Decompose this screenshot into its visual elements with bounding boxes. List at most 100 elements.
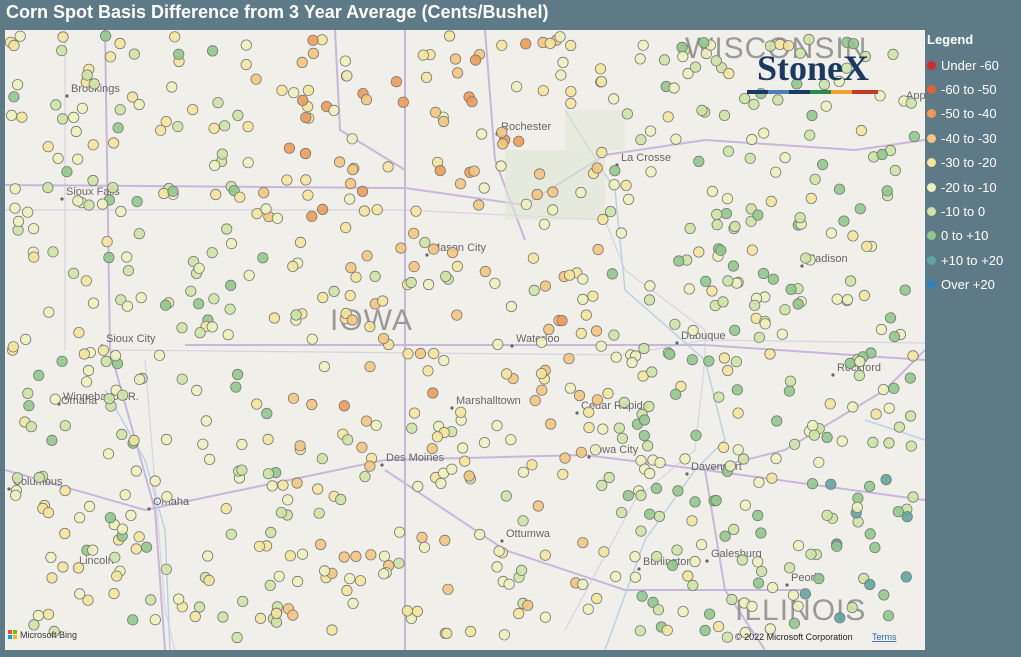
site-marker xyxy=(173,48,185,60)
site-marker xyxy=(288,87,300,99)
site-marker xyxy=(858,289,871,302)
site-marker xyxy=(838,215,850,227)
site-marker xyxy=(463,470,475,482)
site-marker xyxy=(382,161,394,173)
site-marker xyxy=(250,73,262,85)
site-marker xyxy=(345,262,357,274)
site-marker xyxy=(635,489,647,501)
site-marker xyxy=(643,294,656,306)
site-marker xyxy=(794,47,806,59)
site-marker xyxy=(722,364,734,377)
site-marker xyxy=(727,260,740,272)
site-marker xyxy=(503,578,515,590)
city-marker xyxy=(450,406,454,410)
site-marker xyxy=(496,39,508,51)
site-marker xyxy=(690,429,702,441)
site-marker xyxy=(813,456,825,468)
site-marker xyxy=(771,415,783,427)
site-marker xyxy=(49,393,61,405)
site-marker xyxy=(112,122,124,134)
legend-swatch xyxy=(927,109,936,119)
site-marker xyxy=(206,247,218,259)
site-marker xyxy=(852,516,864,528)
site-marker xyxy=(682,570,694,582)
site-marker xyxy=(209,159,221,171)
legend-item: Over +20 xyxy=(927,273,1021,297)
site-marker xyxy=(782,40,795,52)
site-marker xyxy=(25,421,37,433)
site-marker xyxy=(328,285,340,297)
site-marker xyxy=(825,478,837,490)
site-marker xyxy=(149,614,161,626)
site-marker xyxy=(87,174,99,187)
site-marker xyxy=(72,153,84,165)
site-marker xyxy=(251,398,263,410)
site-marker xyxy=(629,571,642,583)
site-marker xyxy=(770,452,782,465)
site-marker xyxy=(428,347,440,360)
site-marker xyxy=(539,280,552,292)
site-marker xyxy=(133,531,145,543)
site-marker xyxy=(364,361,376,373)
site-marker xyxy=(364,460,376,472)
site-marker xyxy=(468,165,480,177)
site-marker xyxy=(635,525,647,537)
site-marker xyxy=(81,69,93,81)
city-label: Iowa City xyxy=(593,444,639,456)
terms-link[interactable]: Terms xyxy=(872,632,897,642)
site-marker xyxy=(766,581,779,594)
site-marker xyxy=(580,309,592,321)
site-marker xyxy=(411,605,423,618)
site-marker xyxy=(855,124,868,137)
site-marker xyxy=(378,550,391,562)
site-marker xyxy=(210,188,222,201)
site-marker xyxy=(575,186,587,199)
legend-label: -60 to -50 xyxy=(941,82,997,98)
site-marker xyxy=(11,472,24,484)
city-label: Rochester xyxy=(501,121,551,133)
site-marker xyxy=(9,202,21,214)
site-marker xyxy=(187,104,199,116)
site-marker xyxy=(16,111,28,123)
site-marker xyxy=(236,464,248,476)
site-marker xyxy=(251,208,263,220)
site-marker xyxy=(844,357,856,369)
site-marker xyxy=(160,299,172,311)
site-marker xyxy=(207,45,219,57)
site-marker xyxy=(127,614,139,626)
site-marker xyxy=(42,507,55,519)
site-marker xyxy=(451,260,463,272)
site-marker xyxy=(752,556,764,568)
site-marker xyxy=(528,284,540,296)
site-marker xyxy=(880,473,892,486)
site-marker xyxy=(114,104,126,116)
site-marker xyxy=(772,94,784,106)
site-marker xyxy=(679,453,691,465)
site-marker xyxy=(344,193,356,205)
site-marker xyxy=(220,502,232,515)
legend-swatch xyxy=(927,231,936,241)
site-marker xyxy=(533,168,546,180)
site-marker xyxy=(905,97,917,109)
site-marker xyxy=(222,329,234,341)
site-marker xyxy=(905,440,917,452)
site-marker xyxy=(97,344,110,356)
site-marker xyxy=(510,81,523,93)
site-marker xyxy=(543,323,555,335)
site-marker xyxy=(455,406,467,418)
site-marker xyxy=(813,572,825,585)
site-marker xyxy=(653,510,666,522)
legend-label: -50 to -40 xyxy=(941,106,997,122)
site-marker xyxy=(50,99,62,111)
site-marker xyxy=(776,328,788,340)
site-marker xyxy=(193,298,205,310)
site-marker xyxy=(615,227,628,239)
site-marker xyxy=(87,544,99,556)
site-marker xyxy=(621,108,634,120)
site-marker xyxy=(312,483,324,495)
site-marker xyxy=(212,97,224,109)
site-marker xyxy=(260,203,272,215)
site-marker xyxy=(307,34,319,46)
site-marker xyxy=(806,478,819,490)
